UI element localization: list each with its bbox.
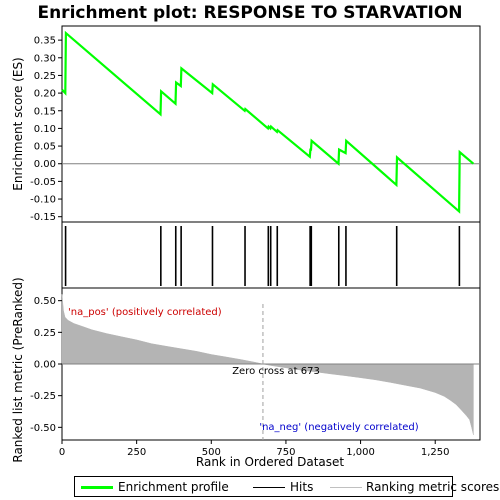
- es-y-tick-label: 0.10: [34, 124, 56, 135]
- metric-x-ticks: 0 250 500 750 1,000 1,250: [59, 440, 450, 458]
- legend: Enrichment profile Hits Ranking metric s…: [74, 476, 499, 497]
- metric-y-ticks: -0.50 -0.25 0.00 0.25 0.50: [30, 296, 62, 434]
- es-y-tick-label: 0.15: [34, 106, 56, 117]
- metric-y-tick-label: 0.50: [34, 296, 56, 307]
- es-y-tick-label: 0.35: [34, 36, 56, 47]
- legend-hits-swatch: [253, 487, 285, 488]
- x-tick-label: 1,250: [421, 447, 450, 458]
- es-y-tick-label: 0.05: [34, 142, 56, 153]
- x-tick-label: 750: [276, 447, 295, 458]
- metric-panel: -0.50 -0.25 0.00 0.25 0.50 0 250 500 750 1,000 1,…: [30, 287, 481, 458]
- es-profile-line: [61, 30, 475, 214]
- x-tick-label: 0: [59, 447, 65, 458]
- hit-lines: [64, 226, 461, 286]
- ranking-metric-area: [61, 294, 474, 435]
- hits-panel: [61, 221, 481, 289]
- legend-metric-label: Ranking metric scores: [366, 480, 500, 494]
- metric-y-tick-label: 0.25: [34, 328, 56, 339]
- legend-profile-swatch: [81, 486, 113, 489]
- es-y-tick-label: 0.20: [34, 89, 56, 100]
- es-y-tick-label: 0.30: [34, 53, 56, 64]
- chart-title: Enrichment plot: RESPONSE TO STARVATION: [37, 3, 462, 23]
- legend-metric-swatch: [330, 487, 362, 488]
- pos-annotation: 'na_pos' (positively correlated): [68, 307, 222, 318]
- x-tick-label: 1,000: [346, 447, 375, 458]
- x-tick-label: 500: [202, 447, 221, 458]
- es-y-axis-label: Enrichment score (ES): [11, 57, 25, 190]
- metric-y-tick-label: 0.00: [34, 360, 56, 371]
- neg-annotation: 'na_neg' (negatively correlated): [259, 422, 418, 433]
- es-y-tick-label: 0.00: [34, 159, 56, 170]
- es-y-tick-label: -0.05: [30, 177, 56, 188]
- x-tick-label: 250: [127, 447, 146, 458]
- es-panel-frame: [61, 25, 481, 223]
- es-panel: -0.15 -0.10 -0.05 0.00 0.05 0.10 0.15 0.20 0.25 0…: [30, 25, 481, 223]
- zero-cross-annotation: Zero cross at 673: [232, 366, 320, 377]
- metric-y-axis-label: Ranked list metric (PreRanked): [11, 277, 25, 462]
- es-y-tick-label: 0.25: [34, 71, 56, 82]
- legend-hits-label: Hits: [290, 480, 314, 494]
- metric-y-tick-label: -0.50: [30, 423, 56, 434]
- legend-profile-label: Enrichment profile: [118, 480, 229, 494]
- es-y-tick-label: -0.15: [30, 212, 56, 223]
- metric-y-tick-label: -0.25: [30, 391, 56, 402]
- es-y-ticks: -0.15 -0.10 -0.05 0.00 0.05 0.10 0.15 0.20 0.25 0…: [30, 36, 62, 223]
- es-y-tick-label: -0.10: [30, 195, 56, 206]
- x-axis-label: Rank in Ordered Dataset: [196, 455, 344, 469]
